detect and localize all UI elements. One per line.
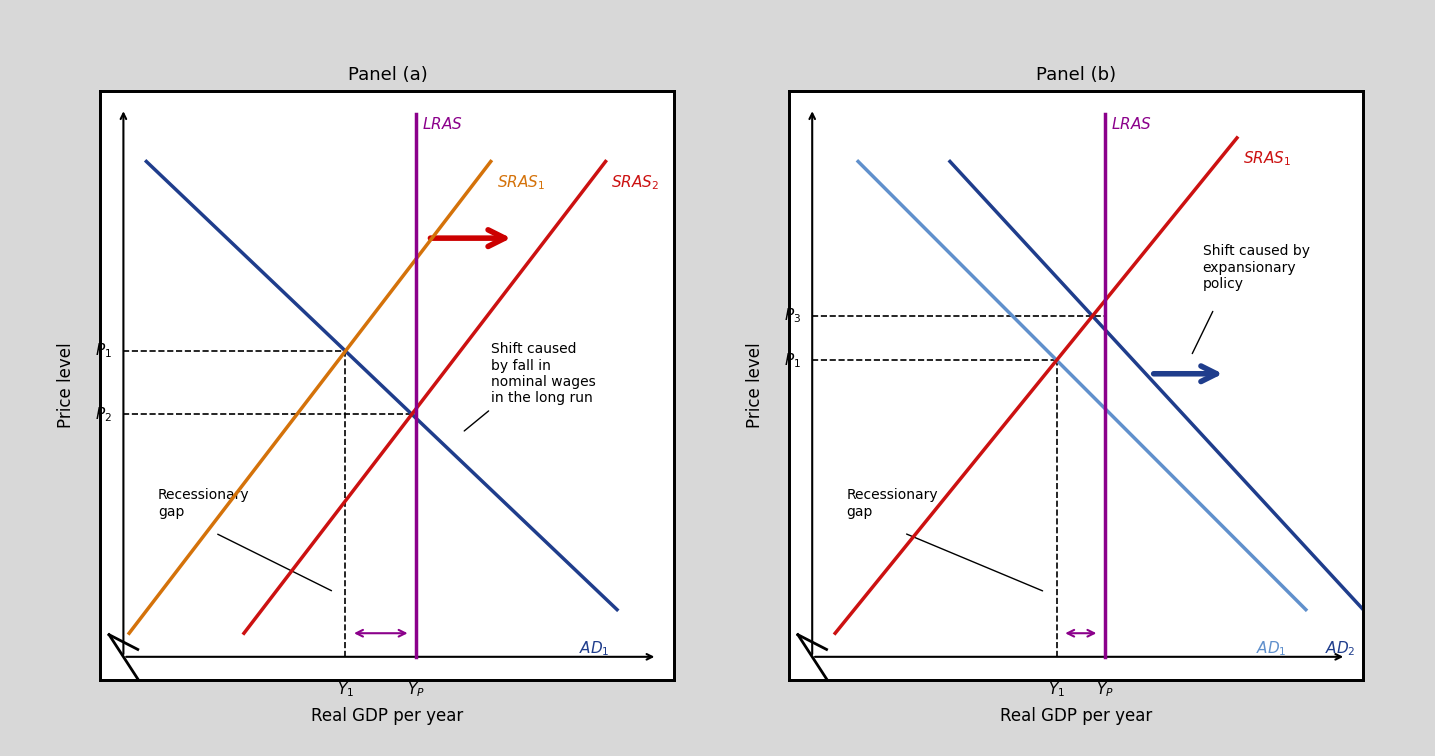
Text: Price level: Price level bbox=[57, 342, 75, 429]
Text: $SRAS_1$: $SRAS_1$ bbox=[497, 173, 545, 192]
Text: $AD_1$: $AD_1$ bbox=[1256, 639, 1287, 658]
Text: $SRAS_2$: $SRAS_2$ bbox=[611, 173, 659, 192]
Text: Shift caused by
expansionary
policy: Shift caused by expansionary policy bbox=[1203, 244, 1310, 291]
Text: Shift caused
by fall in
nominal wages
in the long run: Shift caused by fall in nominal wages in… bbox=[491, 342, 596, 405]
Text: $P_1$: $P_1$ bbox=[784, 351, 801, 370]
Text: Real GDP per year: Real GDP per year bbox=[1000, 707, 1152, 725]
Text: $P_1$: $P_1$ bbox=[95, 342, 112, 361]
Text: $AD_1$: $AD_1$ bbox=[578, 639, 610, 658]
Text: Price level: Price level bbox=[746, 342, 763, 429]
Text: $P_2$: $P_2$ bbox=[95, 405, 112, 423]
Title: Panel (a): Panel (a) bbox=[347, 66, 428, 84]
Text: Recessionary
gap: Recessionary gap bbox=[158, 488, 250, 519]
Title: Panel (b): Panel (b) bbox=[1036, 66, 1116, 84]
Text: $Y_P$: $Y_P$ bbox=[408, 680, 425, 699]
Text: $Y_1$: $Y_1$ bbox=[1048, 680, 1065, 699]
Text: $LRAS$: $LRAS$ bbox=[422, 116, 462, 132]
Text: Recessionary
gap: Recessionary gap bbox=[847, 488, 938, 519]
Text: $Y_1$: $Y_1$ bbox=[337, 680, 354, 699]
Text: $P_3$: $P_3$ bbox=[784, 307, 801, 325]
Text: $AD_2$: $AD_2$ bbox=[1325, 639, 1356, 658]
Text: $LRAS$: $LRAS$ bbox=[1111, 116, 1151, 132]
Text: $SRAS_1$: $SRAS_1$ bbox=[1243, 150, 1292, 169]
Text: Real GDP per year: Real GDP per year bbox=[311, 707, 464, 725]
Text: $Y_P$: $Y_P$ bbox=[1096, 680, 1114, 699]
